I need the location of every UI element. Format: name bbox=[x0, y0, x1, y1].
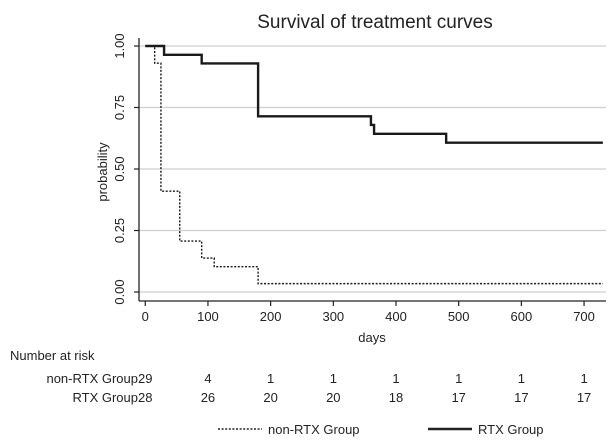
series-line-rtx bbox=[145, 44, 603, 144]
x-tick-label: 100 bbox=[197, 309, 219, 324]
risk-value: 1 bbox=[392, 371, 399, 386]
y-tick-label: 0.50 bbox=[112, 156, 127, 181]
x-tick-label: 400 bbox=[385, 309, 407, 324]
risk-values: 29 4 1 1 1 1 1 1 28 26 20 20 18 17 17 17 bbox=[138, 371, 591, 405]
risk-value: 1 bbox=[330, 371, 337, 386]
risk-value: 17 bbox=[451, 390, 465, 405]
risk-row-label-rtx: RTX Group bbox=[72, 390, 138, 405]
risk-value: 1 bbox=[518, 371, 525, 386]
legend-label-rtx: RTX Group bbox=[478, 422, 544, 437]
risk-value: 20 bbox=[326, 390, 340, 405]
y-tick-label: 0.75 bbox=[112, 95, 127, 120]
risk-value: 28 bbox=[138, 390, 152, 405]
x-axis-ticks: 0 100 200 300 400 500 600 700 bbox=[142, 301, 595, 324]
y-axis-label: probability bbox=[95, 142, 110, 202]
risk-value: 20 bbox=[263, 390, 277, 405]
risk-value: 1 bbox=[580, 371, 587, 386]
x-tick-label: 500 bbox=[448, 309, 470, 324]
risk-row-label-non-rtx: non-RTX Group bbox=[46, 371, 138, 386]
x-tick-label: 700 bbox=[573, 309, 595, 324]
risk-value: 18 bbox=[389, 390, 403, 405]
x-axis-label: days bbox=[358, 330, 386, 345]
y-axis-ticks: 0.00 0.25 0.50 0.75 1.00 bbox=[112, 33, 139, 305]
risk-table: Number at risk non-RTX Group RTX Group 2… bbox=[10, 348, 591, 405]
y-tick-label: 1.00 bbox=[112, 33, 127, 58]
risk-value: 1 bbox=[455, 371, 462, 386]
x-tick-label: 0 bbox=[142, 309, 149, 324]
legend: non-RTX Group RTX Group bbox=[218, 422, 544, 437]
risk-value: 17 bbox=[514, 390, 528, 405]
x-tick-label: 200 bbox=[260, 309, 282, 324]
y-tick-label: 0.00 bbox=[112, 279, 127, 304]
series-lines bbox=[145, 44, 603, 285]
chart-title: Survival of treatment curves bbox=[257, 12, 492, 33]
gridlines bbox=[139, 45, 606, 293]
x-tick-label: 300 bbox=[322, 309, 344, 324]
risk-value: 17 bbox=[577, 390, 591, 405]
x-tick-label: 600 bbox=[511, 309, 533, 324]
risk-value: 4 bbox=[204, 371, 211, 386]
legend-label-non-rtx: non-RTX Group bbox=[268, 422, 360, 437]
risk-table-title: Number at risk bbox=[10, 348, 95, 363]
risk-value: 29 bbox=[138, 371, 152, 386]
risk-value: 1 bbox=[267, 371, 274, 386]
y-tick-label: 0.25 bbox=[112, 218, 127, 243]
risk-value: 26 bbox=[201, 390, 215, 405]
